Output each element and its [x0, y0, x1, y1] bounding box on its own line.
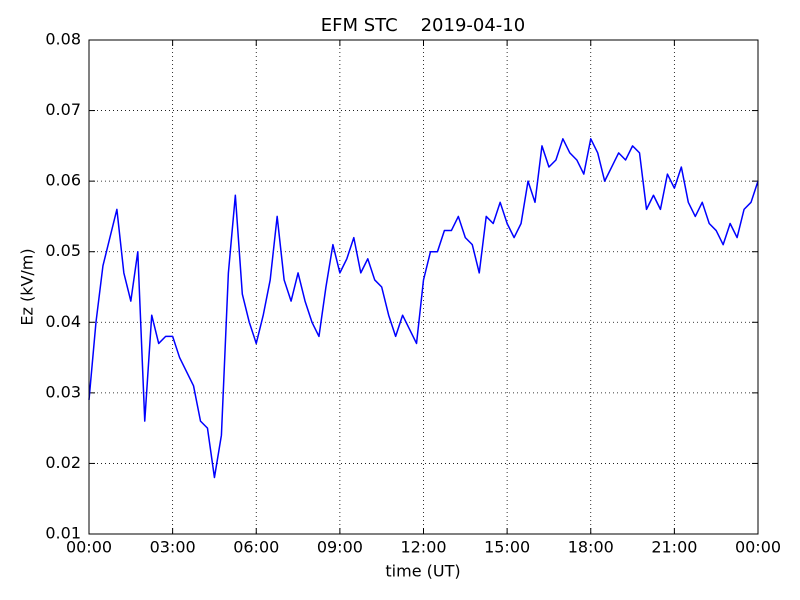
- y-tick-label: 0.07: [45, 100, 81, 119]
- y-tick-label: 0.06: [45, 171, 81, 190]
- y-tick-label: 0.01: [45, 524, 81, 543]
- x-tick-label: 06:00: [233, 538, 279, 557]
- y-tick-label: 0.02: [45, 453, 81, 472]
- x-tick-label: 18:00: [568, 538, 614, 557]
- chart-title: EFM STC 2019-04-10: [321, 15, 525, 36]
- x-tick-label: 12:00: [400, 538, 446, 557]
- y-tick-label: 0.03: [45, 382, 81, 401]
- x-tick-label: 15:00: [484, 538, 530, 557]
- plot-frame: [88, 39, 759, 535]
- x-tick-label: 00:00: [66, 538, 112, 557]
- x-tick-label: 21:00: [651, 538, 697, 557]
- x-axis-label: time (UT): [385, 562, 460, 581]
- x-tick-label: 00:00: [735, 538, 781, 557]
- x-tick-label: 03:00: [150, 538, 196, 557]
- y-axis-label: Ez (kV/m): [18, 248, 37, 325]
- data-line: [88, 138, 759, 479]
- y-tick-label: 0.08: [45, 30, 81, 49]
- y-tick-label: 0.05: [45, 241, 81, 260]
- y-tick-label: 0.04: [45, 312, 81, 331]
- x-tick-label: 09:00: [317, 538, 363, 557]
